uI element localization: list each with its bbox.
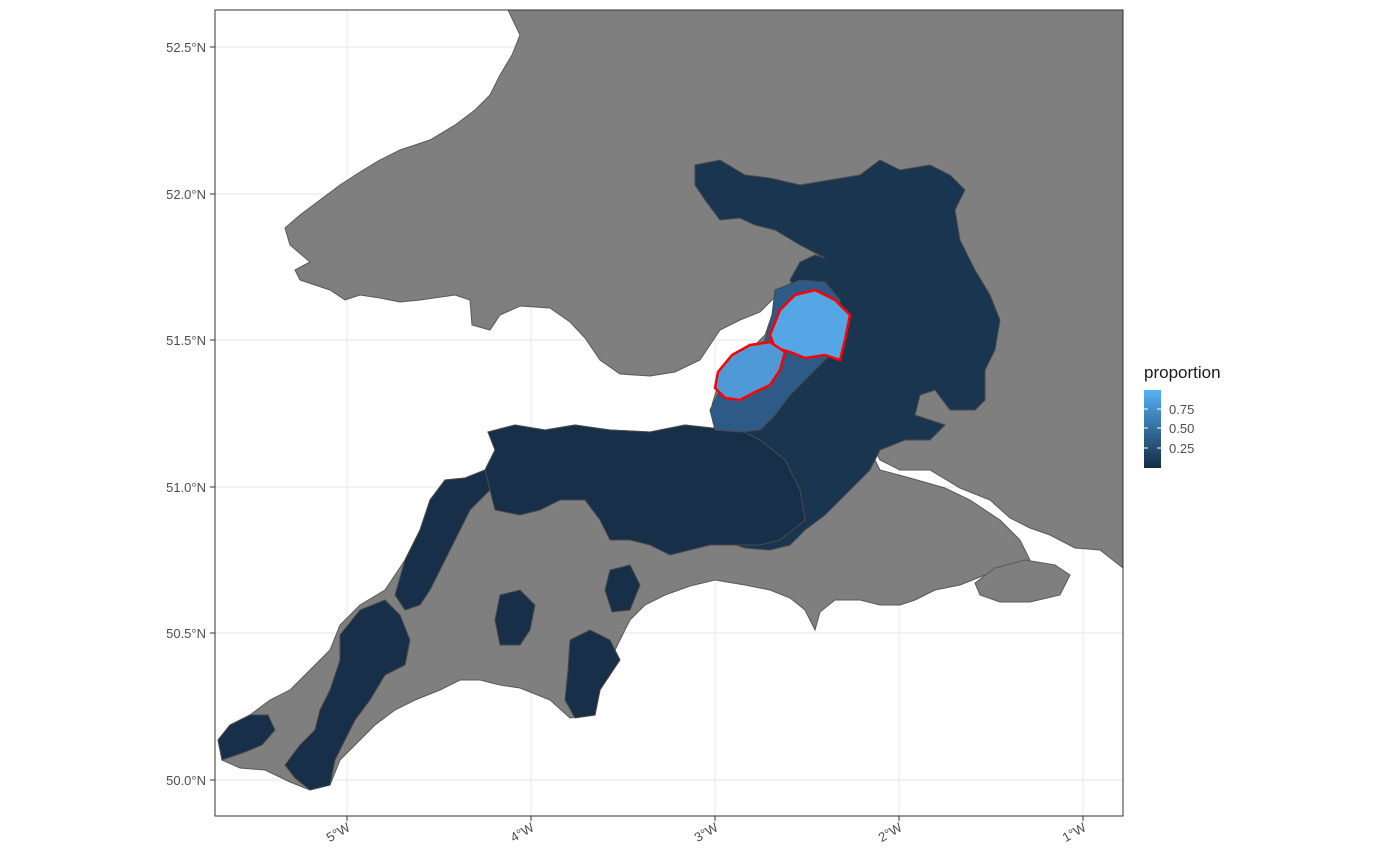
x-tick-label: 2°W [876, 819, 906, 845]
legend-label: 0.50 [1169, 421, 1194, 436]
legend-title: proportion [1144, 363, 1221, 382]
legend-label: 0.25 [1169, 441, 1194, 456]
x-tick-label: 5°W [324, 819, 354, 845]
region-low-proportion-southdevon [564, 629, 621, 719]
x-axis: 5°W 4°W 3°W 2°W 1°W [324, 816, 1090, 845]
y-tick-label: 50.5°N [166, 626, 206, 641]
isle-of-wight [974, 559, 1071, 603]
legend: proportion 0.75 0.50 0.25 [1144, 363, 1221, 468]
legend-colorbar [1144, 390, 1161, 468]
x-tick-label: 3°W [692, 819, 722, 845]
y-tick-label: 52.0°N [166, 187, 206, 202]
region-low-proportion-westtip [217, 714, 276, 761]
panel-border [214, 9, 1124, 817]
region-high-proportion-north [768, 288, 852, 362]
region-high-proportion-south [713, 340, 787, 402]
x-tick-label: 1°W [1060, 819, 1090, 845]
region-low-proportion-cornwall [284, 599, 411, 791]
y-tick-label: 50.0°N [166, 773, 206, 788]
y-tick-label: 51.5°N [166, 333, 206, 348]
y-axis: 52.5°N 52.0°N 51.5°N 51.0°N 50.5°N 50.0°… [166, 40, 215, 788]
legend-label: 0.75 [1169, 402, 1194, 417]
y-tick-label: 51.0°N [166, 480, 206, 495]
x-tick-label: 4°W [508, 819, 538, 845]
region-low-proportion-southwest [484, 424, 806, 556]
region-low-proportion-dartmoor [494, 589, 536, 646]
region-low-proportion-devon [394, 469, 491, 611]
region-low-proportion-eastdevon [604, 564, 641, 613]
y-tick-label: 52.5°N [166, 40, 206, 55]
